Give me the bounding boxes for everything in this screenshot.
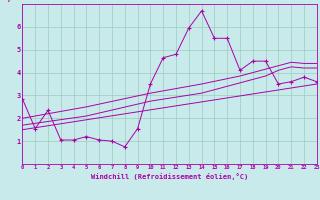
- Text: 7: 7: [6, 0, 11, 3]
- X-axis label: Windchill (Refroidissement éolien,°C): Windchill (Refroidissement éolien,°C): [91, 173, 248, 180]
